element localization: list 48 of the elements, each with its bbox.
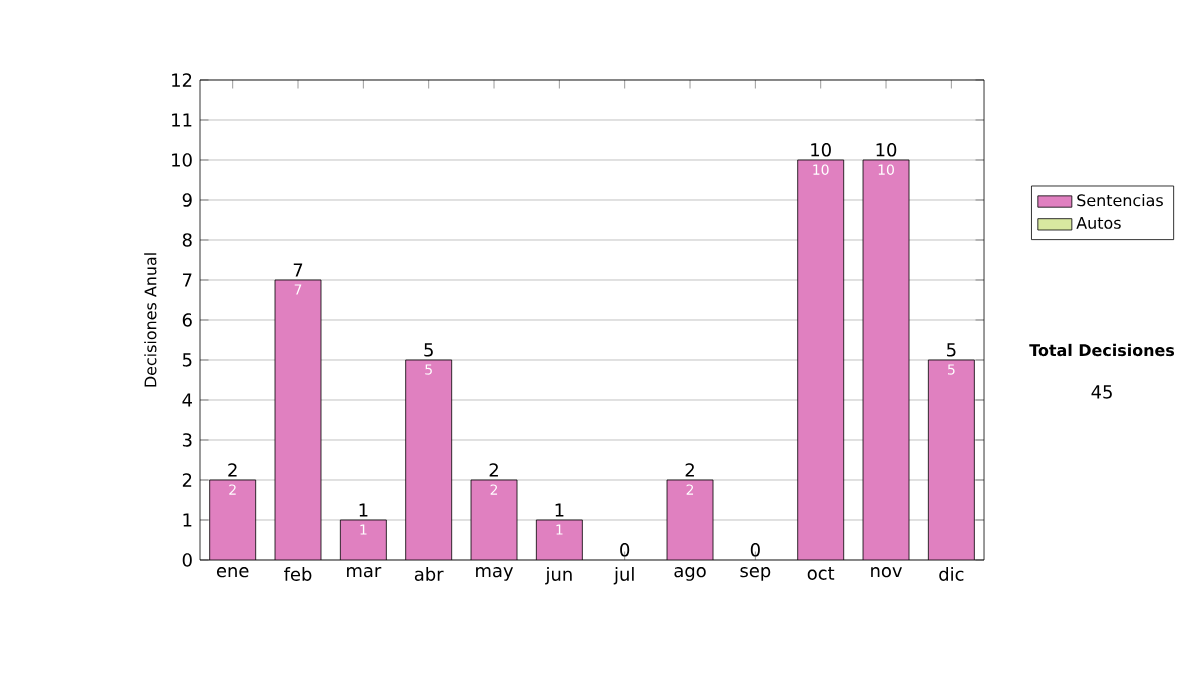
x-tick-label: jun: [545, 567, 572, 585]
bar: [275, 279, 322, 560]
bar: [536, 520, 583, 560]
total-label: 5: [424, 343, 433, 357]
x-tick-label: sep: [740, 567, 771, 581]
x-tick-label: abr: [414, 567, 444, 581]
total-label: 10: [876, 143, 897, 157]
y-tick-label: 4: [182, 393, 192, 407]
y-tick-label: 7: [183, 273, 192, 287]
x-tick-label: ene: [216, 567, 249, 578]
y-tick-label: 0: [182, 553, 192, 567]
x-tick-label: nov: [871, 567, 902, 578]
total-label: 0: [620, 543, 630, 557]
y-tick-label: 9: [182, 193, 192, 207]
x-tick-label: jul: [613, 567, 634, 585]
total-label: 1: [359, 503, 368, 517]
bar: [927, 359, 975, 560]
total-label: 5: [947, 343, 956, 357]
x-tick-label: dic: [939, 567, 964, 581]
x-tick-label: ago: [674, 567, 706, 581]
bar: [340, 520, 387, 560]
y-tick-label: 3: [182, 433, 192, 447]
total-label: 10: [811, 143, 831, 157]
bar: [405, 360, 452, 560]
x-tick-label: oct: [807, 567, 835, 580]
total-label: 2: [228, 463, 237, 477]
bar: [471, 480, 518, 560]
total-label: 2: [685, 463, 694, 477]
y-tick-label: 11: [172, 113, 192, 127]
y-tick-label: 6: [182, 313, 192, 327]
bar: [209, 480, 256, 560]
y-tick-label: 5: [182, 353, 192, 367]
x-tick-label: feb: [284, 567, 312, 581]
y-tick-label: 1: [183, 513, 192, 527]
y-tick-label: 12: [172, 73, 192, 87]
y-tick-label: 2: [182, 473, 192, 487]
bar: [797, 159, 845, 560]
total-label: 7: [293, 263, 303, 277]
x-tick-label: mar: [347, 567, 382, 578]
bar: [862, 159, 910, 560]
y-tick-label: 10: [172, 153, 192, 167]
total-label: 0: [750, 543, 760, 557]
bar: [666, 479, 714, 560]
y-tick-label: 8: [182, 233, 192, 247]
total-label: 2: [489, 463, 498, 477]
x-tick-label: may: [476, 567, 514, 581]
text: 45: [1091, 385, 1112, 399]
total-label: 1: [555, 503, 564, 517]
